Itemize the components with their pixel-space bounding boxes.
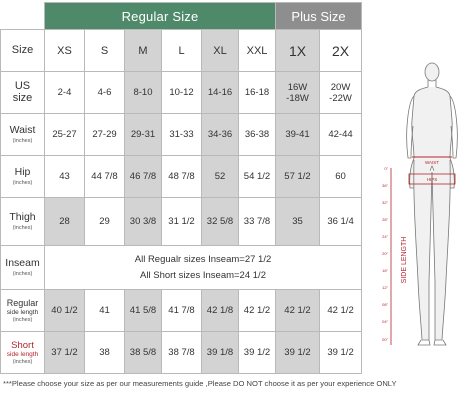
waist-cell: 29-31 <box>124 113 162 156</box>
thigh-cell: 36 1/4 <box>319 197 363 246</box>
hips-label: HIPS <box>427 177 438 182</box>
inseam-row: Inseam (inches) All Regualr sizes Inseam=… <box>0 245 363 290</box>
hip-cell: 44 7/8 <box>84 155 125 198</box>
thigh-cell: 29 <box>84 197 125 246</box>
hip-cell: 54 1/2 <box>237 155 277 198</box>
thigh-cell: 30 3/8 <box>124 197 162 246</box>
plus-size-header: Plus Size <box>275 2 363 30</box>
regular-side-length-cell: 41 5/8 <box>124 289 162 332</box>
size-cell: L <box>161 29 202 72</box>
regular-side-length-cell: 41 <box>84 289 125 332</box>
regular-side-length-label: Regular side length (inches) <box>0 289 45 332</box>
ruler-tick-label: 00" <box>382 337 388 342</box>
size-cell: XL <box>201 29 239 72</box>
inseam-short-text: All Short sizes Inseam=24 1/2 <box>140 269 266 281</box>
waist-cell: 27-29 <box>84 113 125 156</box>
waist-cell: 36-38 <box>237 113 277 156</box>
us-size-cell: 2-4 <box>44 71 85 114</box>
regular-side-length-cell: 42 1/8 <box>201 289 239 332</box>
hip-cell: 43 <box>44 155 85 198</box>
regular-side-length-cell: 40 1/2 <box>44 289 85 332</box>
hip-cell: 52 <box>201 155 239 198</box>
hip-row: Hip (inches) 43 44 7/8 46 7/8 48 7/8 52 5… <box>0 155 363 198</box>
thigh-cell: 35 <box>275 197 321 246</box>
size-cell: 1X <box>275 29 321 72</box>
us-size-row-label: US size <box>0 71 45 114</box>
side-length-label: SIDE LENGTH <box>401 237 408 284</box>
waist-cell: 31-33 <box>161 113 202 156</box>
ruler-tick-label: 04" <box>382 319 388 324</box>
thigh-row-label: Thigh (inches) <box>0 197 45 246</box>
size-guide-note: ***Please choose your size as per our me… <box>3 379 397 388</box>
us-size-cell: 14-16 <box>201 71 239 114</box>
body-measurement-figure: WAIST HIPS 0" 36" 32" 28" 24" 20" 16" 12… <box>382 62 458 346</box>
size-cell: XS <box>44 29 85 72</box>
us-size-cell: 16-18 <box>237 71 277 114</box>
ruler-tick-label: 08" <box>382 302 388 307</box>
regular-side-length-cell: 42 1/2 <box>237 289 277 332</box>
ruler-tick-label: 0" <box>384 166 388 171</box>
size-row: Size XS S M L XL XXL 1X 2X <box>0 29 363 72</box>
short-side-length-cell: 39 1/2 <box>237 331 277 374</box>
inseam-info-cell: All Regualr sizes Inseam=27 1/2 All Shor… <box>43 245 363 290</box>
thigh-cell: 31 1/2 <box>161 197 202 246</box>
inseam-row-label: Inseam (inches) <box>0 245 45 290</box>
ruler-tick-label: 16" <box>382 268 388 273</box>
waist-row: Waist (inches) 25-27 27-29 29-31 31-33 34… <box>0 113 363 156</box>
us-size-cell: 4-6 <box>84 71 125 114</box>
ruler-tick-label: 20" <box>382 251 388 256</box>
us-size-cell: 16W -18W <box>275 71 321 114</box>
short-side-length-row: Short side length (inches) 37 1/2 38 38 5/… <box>0 331 363 374</box>
short-side-length-cell: 37 1/2 <box>44 331 85 374</box>
us-size-cell: 20W -22W <box>319 71 363 114</box>
thigh-cell: 28 <box>44 197 85 246</box>
waist-cell: 42-44 <box>319 113 363 156</box>
us-size-row: US size 2-4 4-6 8-10 10-12 14-16 16-18 1… <box>0 71 363 114</box>
regular-size-header: Regular Size <box>43 2 277 30</box>
ruler-tick-label: 28" <box>382 217 388 222</box>
short-side-length-cell: 38 <box>84 331 125 374</box>
thigh-row: Thigh (inches) 28 29 30 3/8 31 1/2 32 5/8… <box>0 197 363 246</box>
waist-row-label: Waist (inches) <box>0 113 45 156</box>
header-row: Regular Size Plus Size <box>0 2 363 30</box>
short-side-length-cell: 39 1/8 <box>201 331 239 374</box>
regular-side-length-cell: 41 7/8 <box>161 289 202 332</box>
hip-cell: 46 7/8 <box>124 155 162 198</box>
ruler-tick-label: 32" <box>382 200 388 205</box>
size-cell: XXL <box>237 29 277 72</box>
short-side-length-cell: 38 5/8 <box>124 331 162 374</box>
ruler-tick-label: 36" <box>382 183 388 188</box>
regular-side-length-cell: 42 1/2 <box>275 289 321 332</box>
size-chart-table: Regular Size Plus Size Size XS S M L XL … <box>0 2 363 374</box>
ruler-tick-label: 12" <box>382 285 388 290</box>
waist-cell: 39-41 <box>275 113 321 156</box>
size-cell: S <box>84 29 125 72</box>
hips-marker <box>408 173 456 185</box>
us-size-cell: 8-10 <box>124 71 162 114</box>
hip-cell: 48 7/8 <box>161 155 202 198</box>
header-corner <box>0 2 45 30</box>
ruler-ticks: 0" 36" 32" 28" 24" 20" 16" 12" 08" 04" 0… <box>382 166 388 342</box>
thigh-cell: 32 5/8 <box>201 197 239 246</box>
regular-side-length-row: Regular side length (inches) 40 1/2 41 41 … <box>0 289 363 332</box>
size-cell: M <box>124 29 162 72</box>
waist-cell: 34-36 <box>201 113 239 156</box>
us-size-cell: 10-12 <box>161 71 202 114</box>
hip-cell: 57 1/2 <box>275 155 321 198</box>
mannequin-outline <box>406 62 458 346</box>
waist-label: WAIST <box>425 160 439 165</box>
regular-side-length-cell: 42 1/2 <box>319 289 363 332</box>
waist-cell: 25-27 <box>44 113 85 156</box>
size-cell: 2X <box>319 29 363 72</box>
short-side-length-cell: 39 1/2 <box>275 331 321 374</box>
hip-row-label: Hip (inches) <box>0 155 45 198</box>
ruler-tick-label: 24" <box>382 234 388 239</box>
short-side-length-label: Short side length (inches) <box>0 331 45 374</box>
inseam-regular-text: All Regualr sizes Inseam=27 1/2 <box>134 253 272 265</box>
size-row-label: Size <box>0 29 45 72</box>
hip-cell: 60 <box>319 155 363 198</box>
thigh-cell: 33 7/8 <box>237 197 277 246</box>
short-side-length-cell: 39 1/2 <box>319 331 363 374</box>
short-side-length-cell: 38 7/8 <box>161 331 202 374</box>
